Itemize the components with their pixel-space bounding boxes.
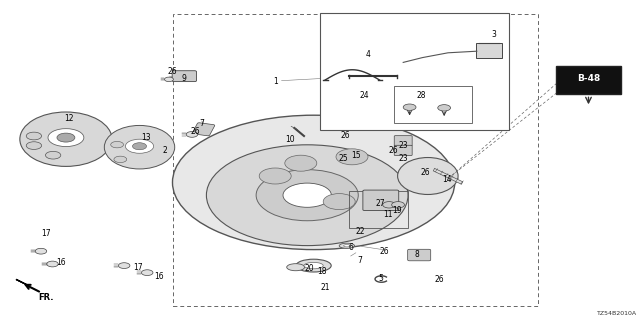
Text: 13: 13 [141, 133, 151, 142]
Circle shape [323, 194, 355, 210]
Circle shape [47, 261, 58, 267]
Text: 5: 5 [378, 274, 383, 283]
Circle shape [48, 129, 84, 147]
Text: 21: 21 [321, 284, 330, 292]
Text: 20: 20 [304, 264, 314, 273]
Circle shape [26, 132, 42, 140]
Text: 7: 7 [357, 256, 362, 265]
Text: 4: 4 [365, 50, 371, 59]
Circle shape [206, 145, 408, 246]
Ellipse shape [20, 112, 112, 166]
Text: 26: 26 [379, 247, 389, 256]
Circle shape [118, 263, 130, 268]
Text: 7: 7 [199, 119, 204, 128]
Circle shape [125, 139, 154, 153]
Text: B-48: B-48 [577, 74, 600, 83]
Text: 19: 19 [392, 206, 402, 215]
Circle shape [57, 133, 75, 142]
FancyBboxPatch shape [408, 249, 431, 261]
Text: 10: 10 [285, 135, 295, 144]
Text: 28: 28 [417, 92, 426, 100]
Text: 11: 11 [383, 210, 392, 219]
Text: 26: 26 [420, 168, 431, 177]
Ellipse shape [304, 262, 323, 269]
FancyBboxPatch shape [476, 43, 502, 58]
Circle shape [111, 141, 124, 148]
Text: 1: 1 [273, 77, 278, 86]
Text: 16: 16 [154, 272, 164, 281]
Text: 27: 27 [375, 199, 385, 208]
Text: 16: 16 [56, 258, 66, 267]
Text: 2: 2 [163, 146, 168, 155]
Circle shape [132, 143, 147, 150]
Text: 26: 26 [340, 132, 351, 140]
Ellipse shape [397, 157, 458, 195]
Text: FR.: FR. [38, 293, 54, 302]
Ellipse shape [344, 244, 350, 247]
Text: 26: 26 [190, 127, 200, 136]
FancyBboxPatch shape [394, 136, 412, 146]
FancyBboxPatch shape [394, 145, 412, 156]
FancyBboxPatch shape [192, 123, 215, 136]
Circle shape [285, 155, 317, 171]
FancyBboxPatch shape [172, 71, 196, 82]
Circle shape [35, 248, 47, 254]
Bar [320, 13, 509, 130]
Circle shape [114, 156, 127, 163]
Text: 17: 17 [132, 263, 143, 272]
Text: 23: 23 [398, 141, 408, 150]
Text: 25: 25 [339, 154, 349, 163]
Circle shape [45, 151, 61, 159]
Text: 26: 26 [388, 146, 399, 155]
Circle shape [186, 132, 198, 137]
Text: 18: 18 [317, 267, 326, 276]
Ellipse shape [104, 125, 175, 169]
FancyBboxPatch shape [556, 66, 621, 94]
Text: TZ54B2010A: TZ54B2010A [596, 311, 637, 316]
Circle shape [259, 168, 291, 184]
Circle shape [336, 149, 368, 165]
Text: 14: 14 [442, 175, 452, 184]
Circle shape [392, 202, 404, 208]
Text: 26: 26 [168, 68, 178, 76]
Polygon shape [16, 279, 29, 286]
Bar [394, 86, 472, 123]
Text: 15: 15 [351, 151, 361, 160]
Circle shape [283, 183, 332, 207]
Text: 22: 22 [356, 228, 365, 236]
FancyBboxPatch shape [363, 190, 399, 211]
Text: 24: 24 [360, 92, 370, 100]
Circle shape [403, 104, 416, 110]
Text: 17: 17 [41, 229, 51, 238]
Text: 26: 26 [434, 275, 444, 284]
Text: 23: 23 [398, 154, 408, 163]
Circle shape [256, 170, 358, 221]
Text: 9: 9 [182, 74, 187, 83]
Bar [173, 14, 538, 306]
Circle shape [26, 142, 42, 149]
Text: 8: 8 [415, 250, 420, 259]
Ellipse shape [339, 243, 355, 248]
Ellipse shape [296, 259, 332, 272]
Circle shape [438, 105, 451, 111]
Circle shape [383, 202, 396, 208]
Ellipse shape [287, 264, 305, 271]
Circle shape [164, 77, 173, 82]
Text: 12: 12 [65, 114, 74, 123]
Ellipse shape [173, 115, 455, 250]
Text: 3: 3 [492, 30, 497, 39]
Text: 6: 6 [348, 244, 353, 252]
Circle shape [141, 270, 153, 276]
